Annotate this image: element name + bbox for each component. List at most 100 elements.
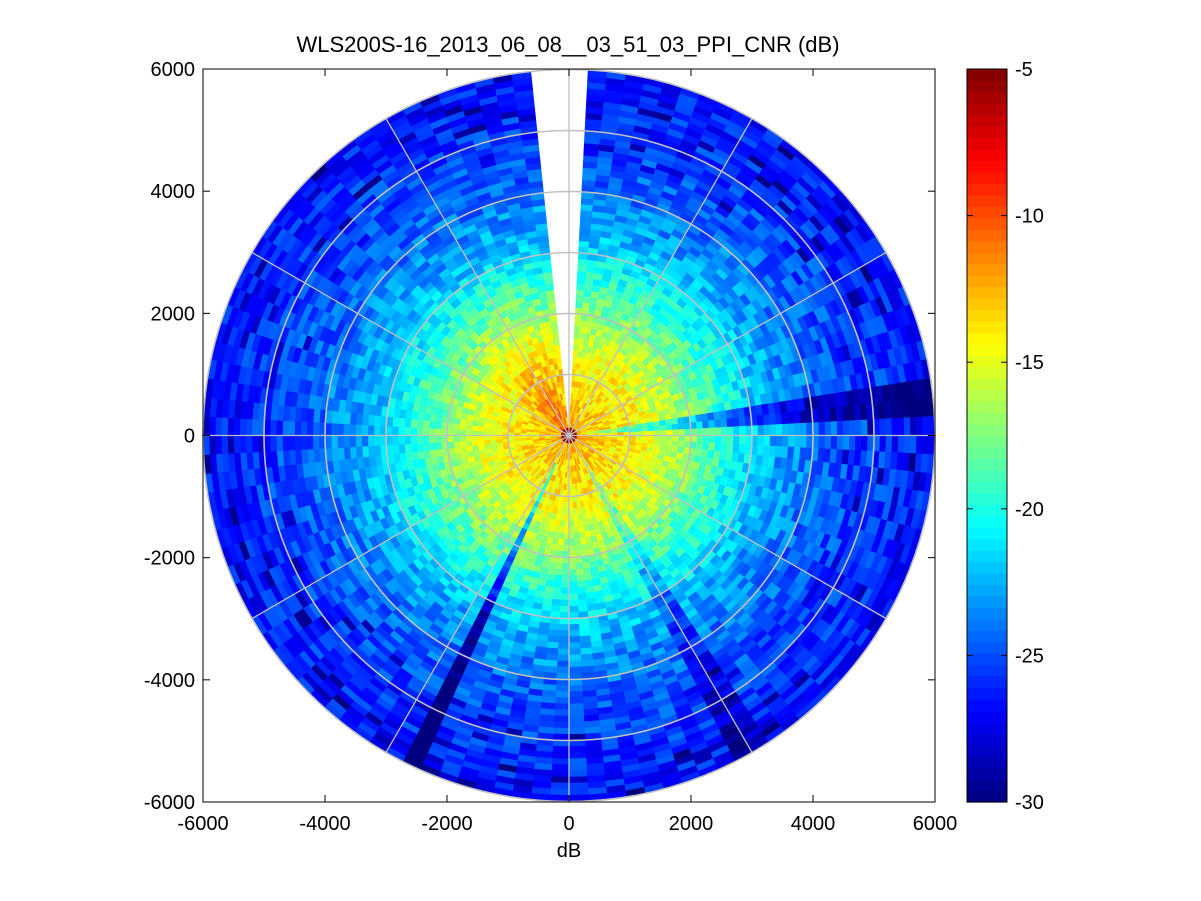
ppi-cell bbox=[756, 445, 765, 457]
ppi-cell bbox=[550, 776, 570, 784]
ppi-cell bbox=[671, 440, 679, 448]
ppi-cell bbox=[842, 420, 850, 436]
ppi-cell bbox=[726, 417, 734, 428]
ppi-cell bbox=[578, 531, 586, 539]
ppi-cell bbox=[554, 691, 570, 699]
ppi-cell bbox=[547, 629, 560, 637]
ppi-cell bbox=[575, 562, 584, 570]
ppi-cell bbox=[564, 514, 570, 522]
ppi-cell bbox=[848, 435, 857, 451]
ppi-cell bbox=[836, 420, 844, 436]
ppi-cell bbox=[553, 721, 570, 729]
ppi-cell bbox=[897, 417, 905, 436]
ppi-cell bbox=[720, 435, 728, 445]
ppi-cell bbox=[557, 532, 565, 540]
ppi-cell bbox=[561, 569, 570, 577]
ppi-cell bbox=[568, 526, 575, 534]
ppi-cell bbox=[568, 745, 586, 754]
ppi-cell bbox=[568, 587, 578, 595]
ppi-cell bbox=[732, 443, 740, 454]
ppi-cell bbox=[568, 520, 575, 528]
ppi-cell bbox=[568, 624, 580, 632]
ppi-cell bbox=[576, 270, 587, 279]
ppi-cell bbox=[732, 417, 740, 428]
ppi-cell bbox=[559, 605, 570, 613]
ppi-cell bbox=[739, 435, 747, 446]
ppi-cell bbox=[818, 435, 826, 450]
ppi-cell bbox=[568, 697, 584, 705]
ppi-cell bbox=[855, 419, 863, 436]
ppi-cell bbox=[568, 630, 580, 638]
ppi-cell bbox=[568, 660, 582, 668]
ppi-cell bbox=[568, 684, 583, 693]
ppi-cell bbox=[672, 435, 680, 442]
ppi-cell bbox=[824, 435, 832, 450]
ppi-cell bbox=[560, 593, 570, 601]
ppi-cell bbox=[550, 782, 570, 790]
ppi-cell bbox=[551, 764, 570, 772]
ppi-cell bbox=[577, 605, 588, 613]
ppi-cell bbox=[665, 418, 673, 426]
ppi-cell bbox=[830, 421, 838, 436]
ppi-cell bbox=[576, 288, 585, 297]
ppi-cell bbox=[762, 414, 771, 426]
ppi-cell bbox=[550, 605, 561, 613]
ppi-cell bbox=[552, 580, 562, 589]
ppi-cell bbox=[568, 636, 581, 644]
ppi-cell bbox=[756, 414, 765, 426]
ppi-cell bbox=[574, 538, 581, 546]
ppi-cell bbox=[762, 445, 771, 457]
ppi-cell bbox=[560, 587, 570, 595]
ppi-cell bbox=[574, 319, 582, 327]
ppi-cell bbox=[568, 538, 576, 546]
ppi-cell bbox=[671, 423, 679, 431]
ppi-cell bbox=[672, 429, 680, 436]
ppi-cell bbox=[696, 421, 704, 430]
ppi-cell bbox=[552, 586, 562, 595]
ppi-cell bbox=[769, 424, 777, 436]
ppi-cell bbox=[576, 574, 585, 583]
ppi-cell bbox=[714, 435, 722, 444]
ppi-cell bbox=[568, 654, 582, 662]
ppi-cell bbox=[775, 424, 783, 436]
ppi-cell bbox=[580, 543, 588, 552]
ppi-cell bbox=[696, 435, 704, 443]
plot-area: -6000 -4000 -2000 0 2000 4000 6000 60004000200… bbox=[144, 59, 957, 835]
ppi-cell bbox=[684, 435, 692, 443]
ppi-cell bbox=[553, 727, 570, 735]
ppi-cell bbox=[696, 441, 704, 450]
ppi-cell bbox=[548, 623, 560, 631]
ppi-cell bbox=[781, 435, 789, 448]
ppi-cell bbox=[579, 537, 587, 546]
ppi-cell bbox=[551, 751, 570, 760]
ppi-cell bbox=[702, 442, 710, 451]
ppi-cell bbox=[557, 636, 570, 644]
ppi-cell bbox=[576, 586, 586, 595]
ppi-cell bbox=[579, 228, 592, 236]
ppi-cell bbox=[568, 764, 587, 772]
ppi-cell bbox=[553, 568, 563, 576]
ppi-cell bbox=[551, 758, 570, 766]
ppi-cell bbox=[768, 413, 777, 426]
ppi-cell bbox=[653, 430, 661, 436]
ppi-cell bbox=[714, 419, 722, 429]
ppi-cells bbox=[202, 69, 936, 802]
ppi-cell bbox=[848, 420, 857, 436]
ppi-cell bbox=[576, 592, 587, 601]
ppi-cell bbox=[575, 295, 585, 303]
ppi-cell bbox=[757, 424, 765, 436]
ppi-cell bbox=[769, 435, 777, 447]
ppi-cell bbox=[824, 421, 832, 436]
ppi-cell bbox=[653, 425, 661, 432]
ppi-cell bbox=[696, 428, 704, 436]
ppi-cell bbox=[861, 419, 869, 436]
ppi-cell bbox=[574, 544, 582, 552]
ppi-cell bbox=[763, 435, 771, 447]
ppi-cell bbox=[568, 666, 582, 674]
ppi-cell bbox=[568, 581, 578, 589]
ppi-cell bbox=[659, 424, 667, 432]
ppi-cell bbox=[556, 660, 570, 668]
ppi-cell bbox=[578, 629, 591, 637]
ppi-cell bbox=[885, 418, 893, 436]
